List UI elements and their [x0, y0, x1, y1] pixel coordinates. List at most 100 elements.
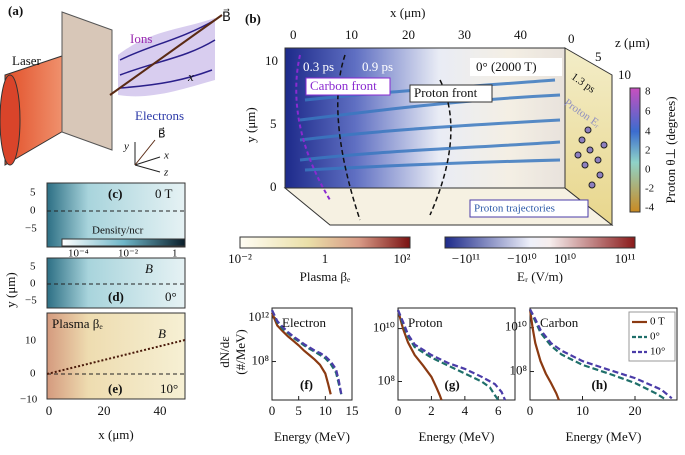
y-axis-unit: (#/MeV) — [233, 329, 248, 375]
field-label: B — [145, 261, 153, 276]
x-tick-label: 0 — [290, 27, 297, 42]
legend-label: 0 T — [650, 316, 665, 328]
proton-front-curve — [337, 54, 361, 221]
time-label: 0.3 ps — [303, 59, 334, 74]
x-tick-label: 0 — [527, 403, 534, 418]
triad-z — [134, 164, 161, 173]
series-line — [528, 309, 560, 401]
x-tick-label: 40 — [514, 27, 527, 42]
x-tick-label: 0 — [395, 403, 402, 418]
z-tick-label: 10 — [618, 67, 631, 82]
y-tick-label: 10⁸ — [377, 372, 395, 387]
y-tick-label: −5 — [25, 223, 37, 235]
case-label: 10° — [160, 381, 178, 396]
panel-label: (b) — [245, 11, 261, 26]
y-tick-label: 10¹² — [248, 309, 269, 324]
triad-z-label: z — [163, 167, 169, 179]
y-tick-label: 10¹⁰ — [505, 319, 527, 334]
er-colorbar — [444, 236, 636, 249]
theta-colorbar — [629, 87, 641, 213]
panels-cde: (c) 0 T Density/ncr 10⁻⁴ 10⁻² 1 5 0 −5 B… — [3, 182, 186, 442]
x-tick-label: 40 — [154, 403, 167, 418]
y-tick-label: 10⁸ — [509, 363, 527, 378]
b-label: B⃗ — [222, 9, 231, 24]
colorbar-tick: −10¹⁰ — [507, 251, 536, 266]
panel-label: (g) — [445, 377, 460, 392]
x-axis-label: Energy (MeV) — [274, 429, 350, 444]
colorbar-tick: −10¹¹ — [452, 251, 480, 266]
x-tick-label: 10 — [319, 403, 332, 418]
field-label: B — [158, 326, 166, 341]
ion-paths — [119, 19, 216, 89]
x-axis-label: x (μm) — [98, 427, 134, 442]
y-tick-label: 10¹⁰ — [373, 320, 395, 335]
triad-b-label: B⃗ — [158, 127, 166, 141]
colorbar-tick: 6 — [645, 106, 651, 118]
x-tick-label: 20 — [629, 403, 642, 418]
x-tick-label: 15 — [346, 403, 359, 418]
y-tick-label: 0 — [270, 179, 277, 194]
colorbar-tick: 10⁻² — [118, 248, 139, 260]
x-tick-label: 10 — [345, 27, 358, 42]
proton-front-box — [409, 84, 493, 103]
colorbar-tick: -2 — [645, 183, 654, 195]
side-points — [574, 126, 608, 189]
y-tick-label: 0 — [30, 205, 36, 217]
colorbar-label: Proton θ⊥ (degrees) — [663, 96, 678, 203]
y-axis-label: y (μm) — [243, 107, 258, 143]
x-axis-label: x (μm) — [390, 5, 426, 20]
x-label: x — [187, 69, 194, 84]
colorbar-tick: 8 — [645, 86, 651, 98]
colorbar-tick: -4 — [645, 202, 655, 214]
panel-label: (c) — [108, 186, 122, 201]
plot-frame — [397, 307, 516, 401]
y-axis-label: y (μm) — [3, 272, 18, 308]
plot-frame — [529, 307, 678, 401]
triad-x — [134, 156, 161, 166]
colorbar-tick: 10² — [394, 251, 411, 266]
colorbar-tick: 10¹¹ — [615, 251, 636, 266]
target-foil — [61, 11, 113, 151]
panel-label: (h) — [592, 377, 608, 392]
carbon-front-label: Carbon front — [310, 78, 377, 93]
x-axis-label: Energy (MeV) — [566, 429, 642, 444]
density-map — [46, 182, 186, 248]
ions-label: Ions — [130, 31, 152, 46]
x-axis-label: Energy (MeV) — [419, 429, 495, 444]
legend-label: 10° — [650, 346, 665, 358]
y-tick-label: 5 — [30, 261, 36, 273]
chart-title: Carbon — [540, 315, 579, 330]
x-tick-label: 10 — [576, 403, 589, 418]
x-tick-label: 20 — [402, 27, 415, 42]
legend-box — [628, 311, 676, 362]
series-line — [396, 309, 507, 401]
panel-label: (a) — [8, 3, 23, 18]
colorbar-tick: 10⁻⁴ — [68, 248, 89, 260]
proton-front-curve — [429, 79, 452, 216]
panel-a: (a) Laser B⃗ Ions x Electrons y x z B⃗ — [0, 3, 231, 179]
y-tick-label: 5 — [30, 187, 36, 199]
x-tick-label: 4 — [462, 403, 469, 418]
panel-b: (b) 0 10 20 30 40 x (μm) 10 5 0 y (μm) 0… — [228, 5, 678, 284]
series-line — [529, 308, 673, 400]
series-line — [271, 309, 343, 395]
colorbar-tick: 1 — [322, 251, 329, 266]
chart-title: Electron — [282, 315, 327, 330]
x-tick-label: 0 — [46, 403, 53, 418]
chart-title: Proton — [408, 315, 443, 330]
colorbar-tick: 2 — [645, 145, 651, 157]
panel-label: (d) — [108, 289, 124, 304]
triad-b — [134, 139, 156, 166]
map-title: Plasma βₑ — [52, 316, 103, 331]
series-line — [396, 309, 443, 401]
panel-label: (e) — [108, 381, 122, 396]
y-tick-label: 10⁸ — [251, 353, 269, 368]
x-tick-label: 0 — [269, 403, 276, 418]
proton-front-label: Proton front — [414, 85, 478, 100]
trajectories-label: Proton trajectories — [474, 203, 555, 215]
colorbar-tick: 10⁻² — [228, 251, 252, 266]
y-tick-label: 5 — [270, 116, 277, 131]
colorbar-tick: 10¹⁰ — [554, 251, 576, 266]
x-tick-label: 2 — [428, 403, 435, 418]
y-tick-label: −5 — [25, 295, 37, 307]
